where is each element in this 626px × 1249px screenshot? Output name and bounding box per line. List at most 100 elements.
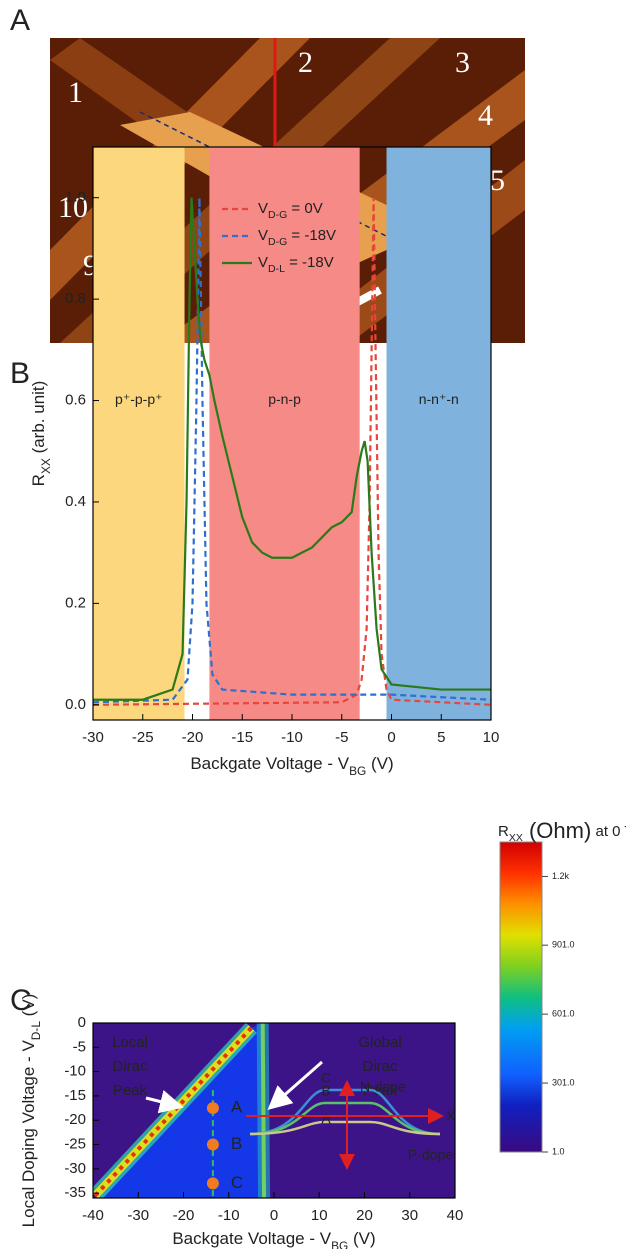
x-tick-label: 0 (387, 729, 395, 746)
inset-label: C (321, 1070, 331, 1086)
text-part: at 0 T (591, 823, 626, 840)
text-part: = -18V (285, 254, 334, 271)
point (206, 1177, 219, 1190)
x-tick-label: -5 (335, 729, 348, 746)
region (386, 147, 491, 720)
x-tick-label: 40 (447, 1207, 464, 1224)
region (209, 147, 360, 720)
colorbar-tick-label: 301.0 (552, 1077, 575, 1087)
colorbar-tick-label: 901.0 (552, 940, 575, 950)
text-part: D-L (268, 263, 285, 275)
y-tick-label: -5 (73, 1038, 86, 1055)
x-axis-label: Backgate Voltage - VBG (V) (190, 754, 393, 778)
text-part: V (258, 254, 268, 271)
y-tick-label: 0 (78, 1014, 86, 1031)
text-part: Backgate Voltage - V (190, 754, 349, 773)
x-axis-label: Backgate Voltage - VBG (V) (172, 1229, 375, 1249)
point (206, 1102, 219, 1115)
annotation: Peak (113, 1082, 148, 1099)
electrode-label: 2 (298, 46, 313, 79)
x-tick-label: 10 (311, 1207, 328, 1224)
y-tick-label: 1.0 (65, 189, 86, 206)
x-tick-label: 5 (437, 729, 445, 746)
x-tick-label: 30 (401, 1207, 418, 1224)
global-peak (260, 1023, 267, 1198)
electrode-label: 4 (478, 99, 493, 132)
series-line (93, 197, 491, 704)
colorbar-title: RXX (Ohm) at 0 T (498, 818, 626, 844)
region (93, 147, 185, 720)
annotation: Dirac (362, 1058, 398, 1075)
y-tick-label: -30 (64, 1160, 86, 1177)
annotation-arrow (267, 1060, 323, 1110)
y-tick-label: 0.4 (65, 493, 86, 510)
inset-label: A (321, 1111, 331, 1127)
panel-label: B (10, 357, 30, 390)
x-tick-label: 20 (356, 1207, 373, 1224)
x-tick-label: -25 (132, 729, 154, 746)
electrode-label: 5 (490, 164, 505, 197)
y-tick-label: -25 (64, 1135, 86, 1152)
x-tick-label: 0 (270, 1207, 278, 1224)
x-tick-label: -20 (173, 1207, 195, 1224)
region-label: p⁺-p-p⁺ (115, 391, 162, 407)
text-part: D-G (268, 236, 287, 248)
plot-area (93, 147, 491, 720)
text-part: XX (509, 832, 523, 844)
point-label: C (231, 1173, 243, 1192)
y-tick-label: 0.6 (65, 392, 86, 409)
text-part: R (29, 474, 48, 486)
y-tick-label: -15 (64, 1087, 86, 1104)
region-label: n-n⁺-n (419, 391, 459, 407)
y-tick-label: -20 (64, 1111, 86, 1128)
inset-label: X (446, 1108, 456, 1124)
x-tick-label: -30 (127, 1207, 149, 1224)
annotation: Peak (363, 1082, 398, 1099)
annotation-arrow (145, 1089, 184, 1114)
inset-curve (249, 1120, 441, 1136)
legend-label: VD-G = -18V (258, 227, 336, 248)
legend-label: VD-G = 0V (258, 200, 323, 221)
x-tick-label: -40 (82, 1207, 104, 1224)
x-tick-label: -15 (231, 729, 253, 746)
text-part: V (258, 227, 268, 244)
text-part: R (498, 823, 509, 840)
x-tick-label: -30 (82, 729, 104, 746)
point (206, 1138, 219, 1151)
text-part: = -18V (287, 227, 336, 244)
inset-label: P-dope (408, 1147, 453, 1163)
y-axis-label: RXX (arb. unit) (29, 381, 53, 487)
text-part: (V) (348, 1229, 375, 1248)
colorbar (499, 841, 543, 1153)
electrode-label: 3 (455, 46, 470, 79)
annotation: Dirac (112, 1058, 148, 1075)
electrode-label: 1 (68, 76, 83, 109)
y-tick-label: -35 (64, 1184, 86, 1201)
text-part: (V) (19, 994, 38, 1021)
y-tick-label: 0.2 (65, 594, 86, 611)
text-part: BG (349, 764, 366, 778)
text-part: (Ohm) (523, 818, 591, 843)
y-axis-label: Local Doping Voltage - VD-L (V) (19, 994, 43, 1228)
text-part: BG (331, 1239, 348, 1249)
region-label: p-n-p (268, 391, 301, 407)
annotation: Local (112, 1034, 148, 1051)
text-part: V (258, 200, 268, 217)
legend-label: VD-L = -18V (258, 254, 334, 275)
y-tick-label: -10 (64, 1063, 86, 1080)
x-tick-label: -10 (218, 1207, 240, 1224)
y-tick-label: 0.0 (65, 696, 86, 713)
text-part: XX (39, 458, 53, 474)
text-part: D-L (29, 1021, 43, 1041)
x-tick-label: 10 (483, 729, 500, 746)
y-tick-label: 0.8 (65, 290, 86, 307)
inset-curve (249, 1101, 441, 1136)
point-label: A (231, 1098, 243, 1117)
colorbar-tick-label: 1.2k (552, 871, 570, 881)
text-part: Local Doping Voltage - V (19, 1040, 38, 1228)
text-part: (V) (366, 754, 393, 773)
series-line (93, 197, 491, 701)
text-part: = 0V (287, 200, 322, 217)
text-part: D-G (268, 209, 287, 221)
